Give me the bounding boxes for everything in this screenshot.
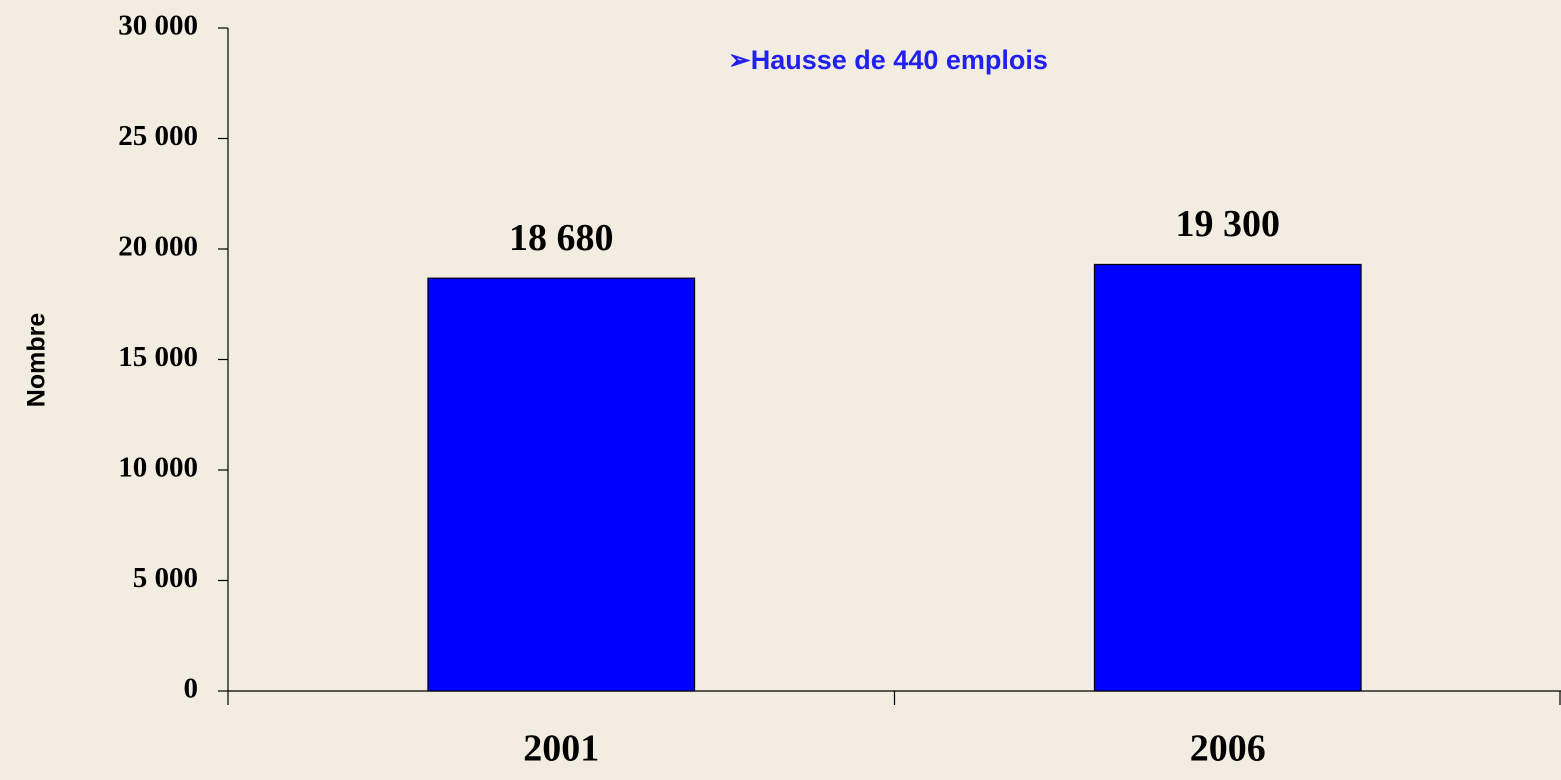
- bar: [1093, 263, 1362, 692]
- x-tick-label: 2006: [1190, 728, 1266, 770]
- y-tick-label: 10 000: [118, 452, 198, 484]
- y-tick-label: 20 000: [118, 231, 198, 263]
- y-tick-label: 5 000: [133, 562, 198, 594]
- y-tick-label: 0: [184, 673, 199, 705]
- annotation: ➢Hausse de 440 emplois: [728, 45, 1048, 75]
- bar: [427, 277, 696, 692]
- x-tick-label: 2001: [523, 728, 599, 770]
- y-tick-label: 25 000: [118, 120, 198, 152]
- y-axis-label: Nombre: [23, 313, 51, 408]
- y-tick-label: 15 000: [118, 341, 198, 373]
- data-label: 19 300: [1176, 203, 1281, 245]
- data-label: 18 680: [509, 217, 614, 259]
- y-tick-label: 30 000: [118, 10, 198, 42]
